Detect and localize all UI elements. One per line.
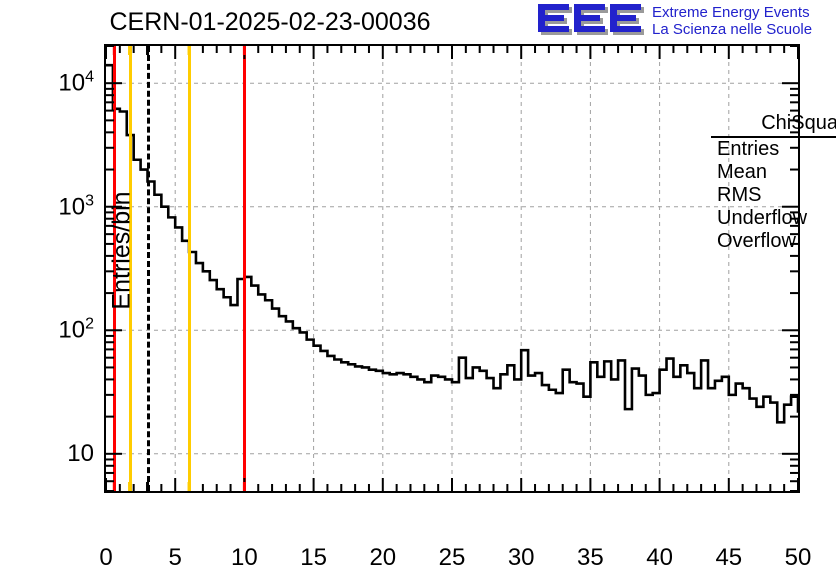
eee-logo-text: Extreme Energy Events La Scienza nelle S… bbox=[652, 4, 812, 38]
cut-line-median-dashed-cut bbox=[146, 46, 150, 491]
x-tick-label: 35 bbox=[577, 544, 604, 571]
eee-logo-mark bbox=[538, 4, 644, 35]
statistics-row: Entries47557 bbox=[711, 138, 836, 161]
statistics-row: Mean3.084 bbox=[711, 161, 836, 184]
x-tick-label: 40 bbox=[646, 544, 673, 571]
statistics-key: RMS bbox=[717, 184, 762, 206]
x-tick-label: 25 bbox=[438, 544, 466, 571]
statistics-key: Underflow bbox=[717, 207, 808, 229]
x-tick-label: 10 bbox=[231, 544, 258, 571]
plot-area bbox=[106, 46, 798, 491]
statistics-rows: Entries47557Mean3.084RMS6.417Underflow0O… bbox=[711, 138, 836, 253]
y-axis-label: Entries/bin bbox=[107, 191, 136, 310]
x-tick-label: 30 bbox=[507, 544, 535, 571]
x-tick-label: 50 bbox=[784, 544, 812, 571]
cut-line-lower-orange-cut bbox=[128, 46, 132, 491]
page-title: CERN-01-2025-02-23-00036 bbox=[109, 8, 431, 36]
statistics-key: Mean bbox=[717, 161, 768, 183]
statistics-row: Overflow1472 bbox=[711, 230, 836, 253]
cut-line-upper-red-cut bbox=[243, 46, 247, 491]
x-tick-label: 20 bbox=[369, 544, 397, 571]
x-tick-label: 5 bbox=[168, 544, 182, 571]
y-tick-label: 104 bbox=[58, 68, 94, 97]
plot-frame: 0 5 10 15 20 25 30 35 40 45 50 10 102 103 104 Entries… bbox=[58, 44, 836, 571]
cut-line-upper-orange-cut bbox=[188, 46, 192, 491]
x-tick-label: 0 bbox=[99, 544, 113, 571]
y-tick-label: 10 bbox=[67, 439, 94, 467]
eee-logo-line1: Extreme Energy Events bbox=[652, 4, 810, 21]
x-tick-label: 15 bbox=[300, 544, 327, 571]
statistics-key: Overflow bbox=[717, 230, 796, 252]
cut-line-lower-red-cut bbox=[113, 46, 117, 491]
y-tick-label: 103 bbox=[58, 192, 94, 221]
grid-lines bbox=[106, 46, 798, 491]
statistics-row: Underflow0 bbox=[711, 207, 836, 230]
statistics-box: ChiSquare Entries47557Mean3.084RMS6.417U… bbox=[711, 112, 836, 253]
eee-logo-line2: La Scienza nelle Scuole bbox=[652, 21, 813, 38]
statistics-row: RMS6.417 bbox=[711, 184, 836, 207]
statistics-key: Entries bbox=[717, 138, 780, 160]
statistics-title: ChiSquare bbox=[711, 112, 836, 138]
histogram-curve bbox=[106, 63, 798, 424]
eee-logo: Extreme Energy Events La Scienza nelle S… bbox=[530, 2, 832, 42]
x-tick-label: 45 bbox=[715, 544, 743, 571]
y-tick-label: 102 bbox=[58, 315, 94, 344]
